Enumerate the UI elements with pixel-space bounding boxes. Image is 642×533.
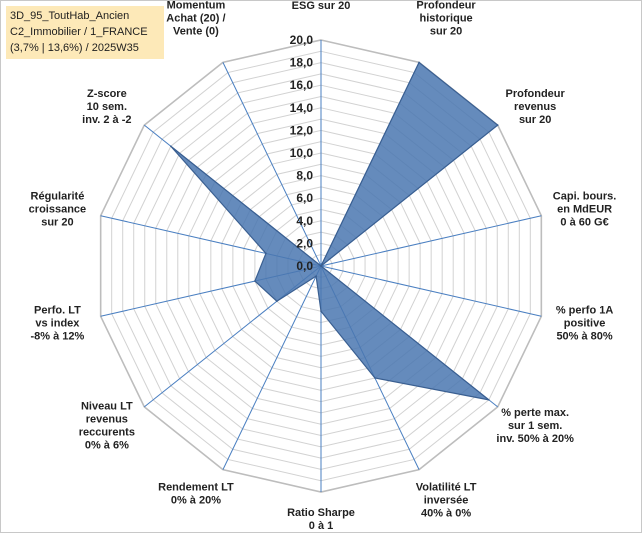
axis-spoke <box>320 265 542 317</box>
r-tick-label: 0,0 <box>296 259 313 273</box>
axis-category-label: Ratio Sharpe 0 à 1 <box>287 507 355 532</box>
axis-category-label: Perfo. LT vs index -8% à 12% <box>31 304 85 342</box>
axis-category-label: % perte max. sur 1 sem. inv. 50% à 20% <box>496 407 574 445</box>
r-tick-label: 4,0 <box>296 214 313 228</box>
r-tick-label: 10,0 <box>290 146 314 160</box>
axis-category-label: % perfo 1A positive 50% à 80% <box>556 304 614 342</box>
r-tick-label: 8,0 <box>296 169 313 183</box>
axis-category-label: Profondeur historique sur 20 <box>416 0 476 37</box>
axis-category-label: Régularité croissance sur 20 <box>29 191 86 229</box>
id-line-1: 3D_95_ToutHab_Ancien <box>10 10 130 22</box>
data-point <box>320 310 322 313</box>
id-line-2: C2_Immobilier / 1_FRANCE <box>10 26 148 38</box>
data-point <box>265 252 267 255</box>
r-tick-label: 20,0 <box>290 33 314 47</box>
axis-category-label: Rendement LT 0% à 20% <box>158 482 234 507</box>
axis-spoke <box>320 215 542 267</box>
r-tick-label: 2,0 <box>296 236 313 250</box>
axis-category-label: NoteESG sur 20 <box>292 0 351 12</box>
axis-spoke <box>222 265 322 470</box>
data-point <box>315 275 317 277</box>
data-point <box>496 124 499 126</box>
data-point <box>418 61 420 64</box>
data-point <box>374 377 376 379</box>
chart-id-box: 3D_95_ToutHab_Ancien C2_Immobilier / 1_F… <box>6 6 164 59</box>
axis-category-label: Momentum Achat (20) / Vente (0) <box>166 0 225 37</box>
axis-spoke <box>222 62 322 267</box>
axis-category-label: Profondeur revenus sur 20 <box>506 88 566 126</box>
r-tick-label: 6,0 <box>296 191 313 205</box>
axis-category-label: Niveau LT revenus reccurents 0% à 6% <box>79 401 135 452</box>
axis-category-label: Volatilité LT inversée 40% à 0% <box>416 482 477 520</box>
axis-category-label: Capi. bours. en MdEUR 0 à 60 G€ <box>553 191 617 229</box>
data-point <box>488 399 490 401</box>
data-point <box>170 145 172 148</box>
id-line-3: (3,7% | 13,6%) / 2025W35 <box>10 42 139 54</box>
data-point <box>276 300 278 303</box>
series-area <box>170 61 499 401</box>
r-tick-label: 16,0 <box>290 78 314 92</box>
data-point <box>320 265 322 267</box>
r-tick-label: 12,0 <box>290 123 314 137</box>
axis-category-label: Z-score 10 sem. inv. 2 à -2 <box>82 88 131 126</box>
data-point <box>254 280 256 282</box>
r-tick-label: 14,0 <box>290 101 314 115</box>
r-tick-label: 18,0 <box>290 56 314 70</box>
